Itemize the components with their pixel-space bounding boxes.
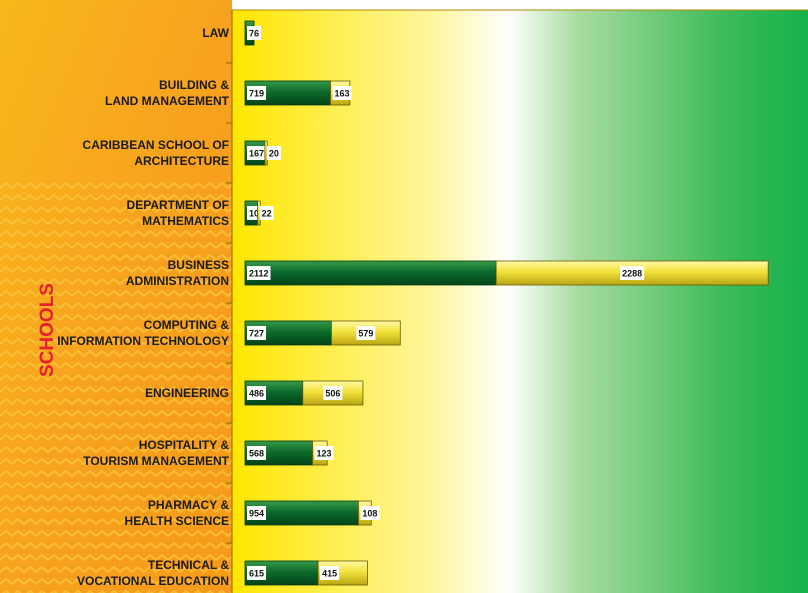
value-label: 106 [249,208,264,218]
value-label-box [320,566,340,580]
category-label: ENGINEERING [144,386,229,400]
value-label-box [356,326,376,340]
category-label: COMPUTING & INFORMATION TECHNOLOGY [57,318,229,348]
value-label: 20 [269,148,279,158]
value-label: 486 [249,388,264,398]
value-label: 727 [249,328,264,338]
value-label: 163 [334,88,349,98]
value-label-box [332,86,352,100]
value-label-box [360,506,380,520]
value-label-box [247,146,267,160]
value-label: 76 [249,28,259,38]
value-label: 954 [249,508,264,518]
value-label: 167 [249,148,264,158]
value-label-box [323,386,343,400]
category-label: LAW [202,26,229,40]
value-label-box [247,326,267,340]
y-axis-label: SCHOOLS [37,283,58,377]
value-label: 615 [249,568,264,578]
value-label-box [247,506,267,520]
category-label: BUILDING & LAND MANAGEMENT [105,78,229,108]
value-label: 506 [325,388,340,398]
bar-segment [495,260,769,286]
plot-bg [232,10,808,593]
value-label: 2112 [249,268,269,278]
value-label-box [314,446,334,460]
value-label: 568 [249,448,264,458]
value-label: 123 [317,448,332,458]
bar-segment [244,260,497,286]
category-label: BUSINESS ADMINISTRATION [125,258,229,288]
category-label: HOSPITALITY & TOURISM MANAGEMENT [83,438,229,468]
value-label-box [620,266,645,280]
category-label: TECHNICAL & VOCATIONAL EDUCATION [77,558,229,588]
value-label: 2288 [622,268,642,278]
value-label-box [259,206,274,220]
value-label: 415 [322,568,337,578]
value-label: 579 [358,328,373,338]
category-label: DEPARTMENT OF MATHEMATICS [126,198,229,228]
value-label: 22 [262,208,272,218]
value-label-box [247,446,267,460]
value-label-box [247,386,267,400]
pattern [0,180,232,593]
category-label: CARIBBEAN SCHOOL OF ARCHITECTURE [82,138,229,168]
value-label: 719 [249,88,264,98]
value-label-box [247,566,267,580]
value-label: 108 [362,508,377,518]
value-label-box [266,146,281,160]
value-label-box [247,26,262,40]
value-label-box [247,266,271,280]
category-label: PHARMACY & HEALTH SCIENCE [124,498,229,528]
value-label-box [247,86,267,100]
